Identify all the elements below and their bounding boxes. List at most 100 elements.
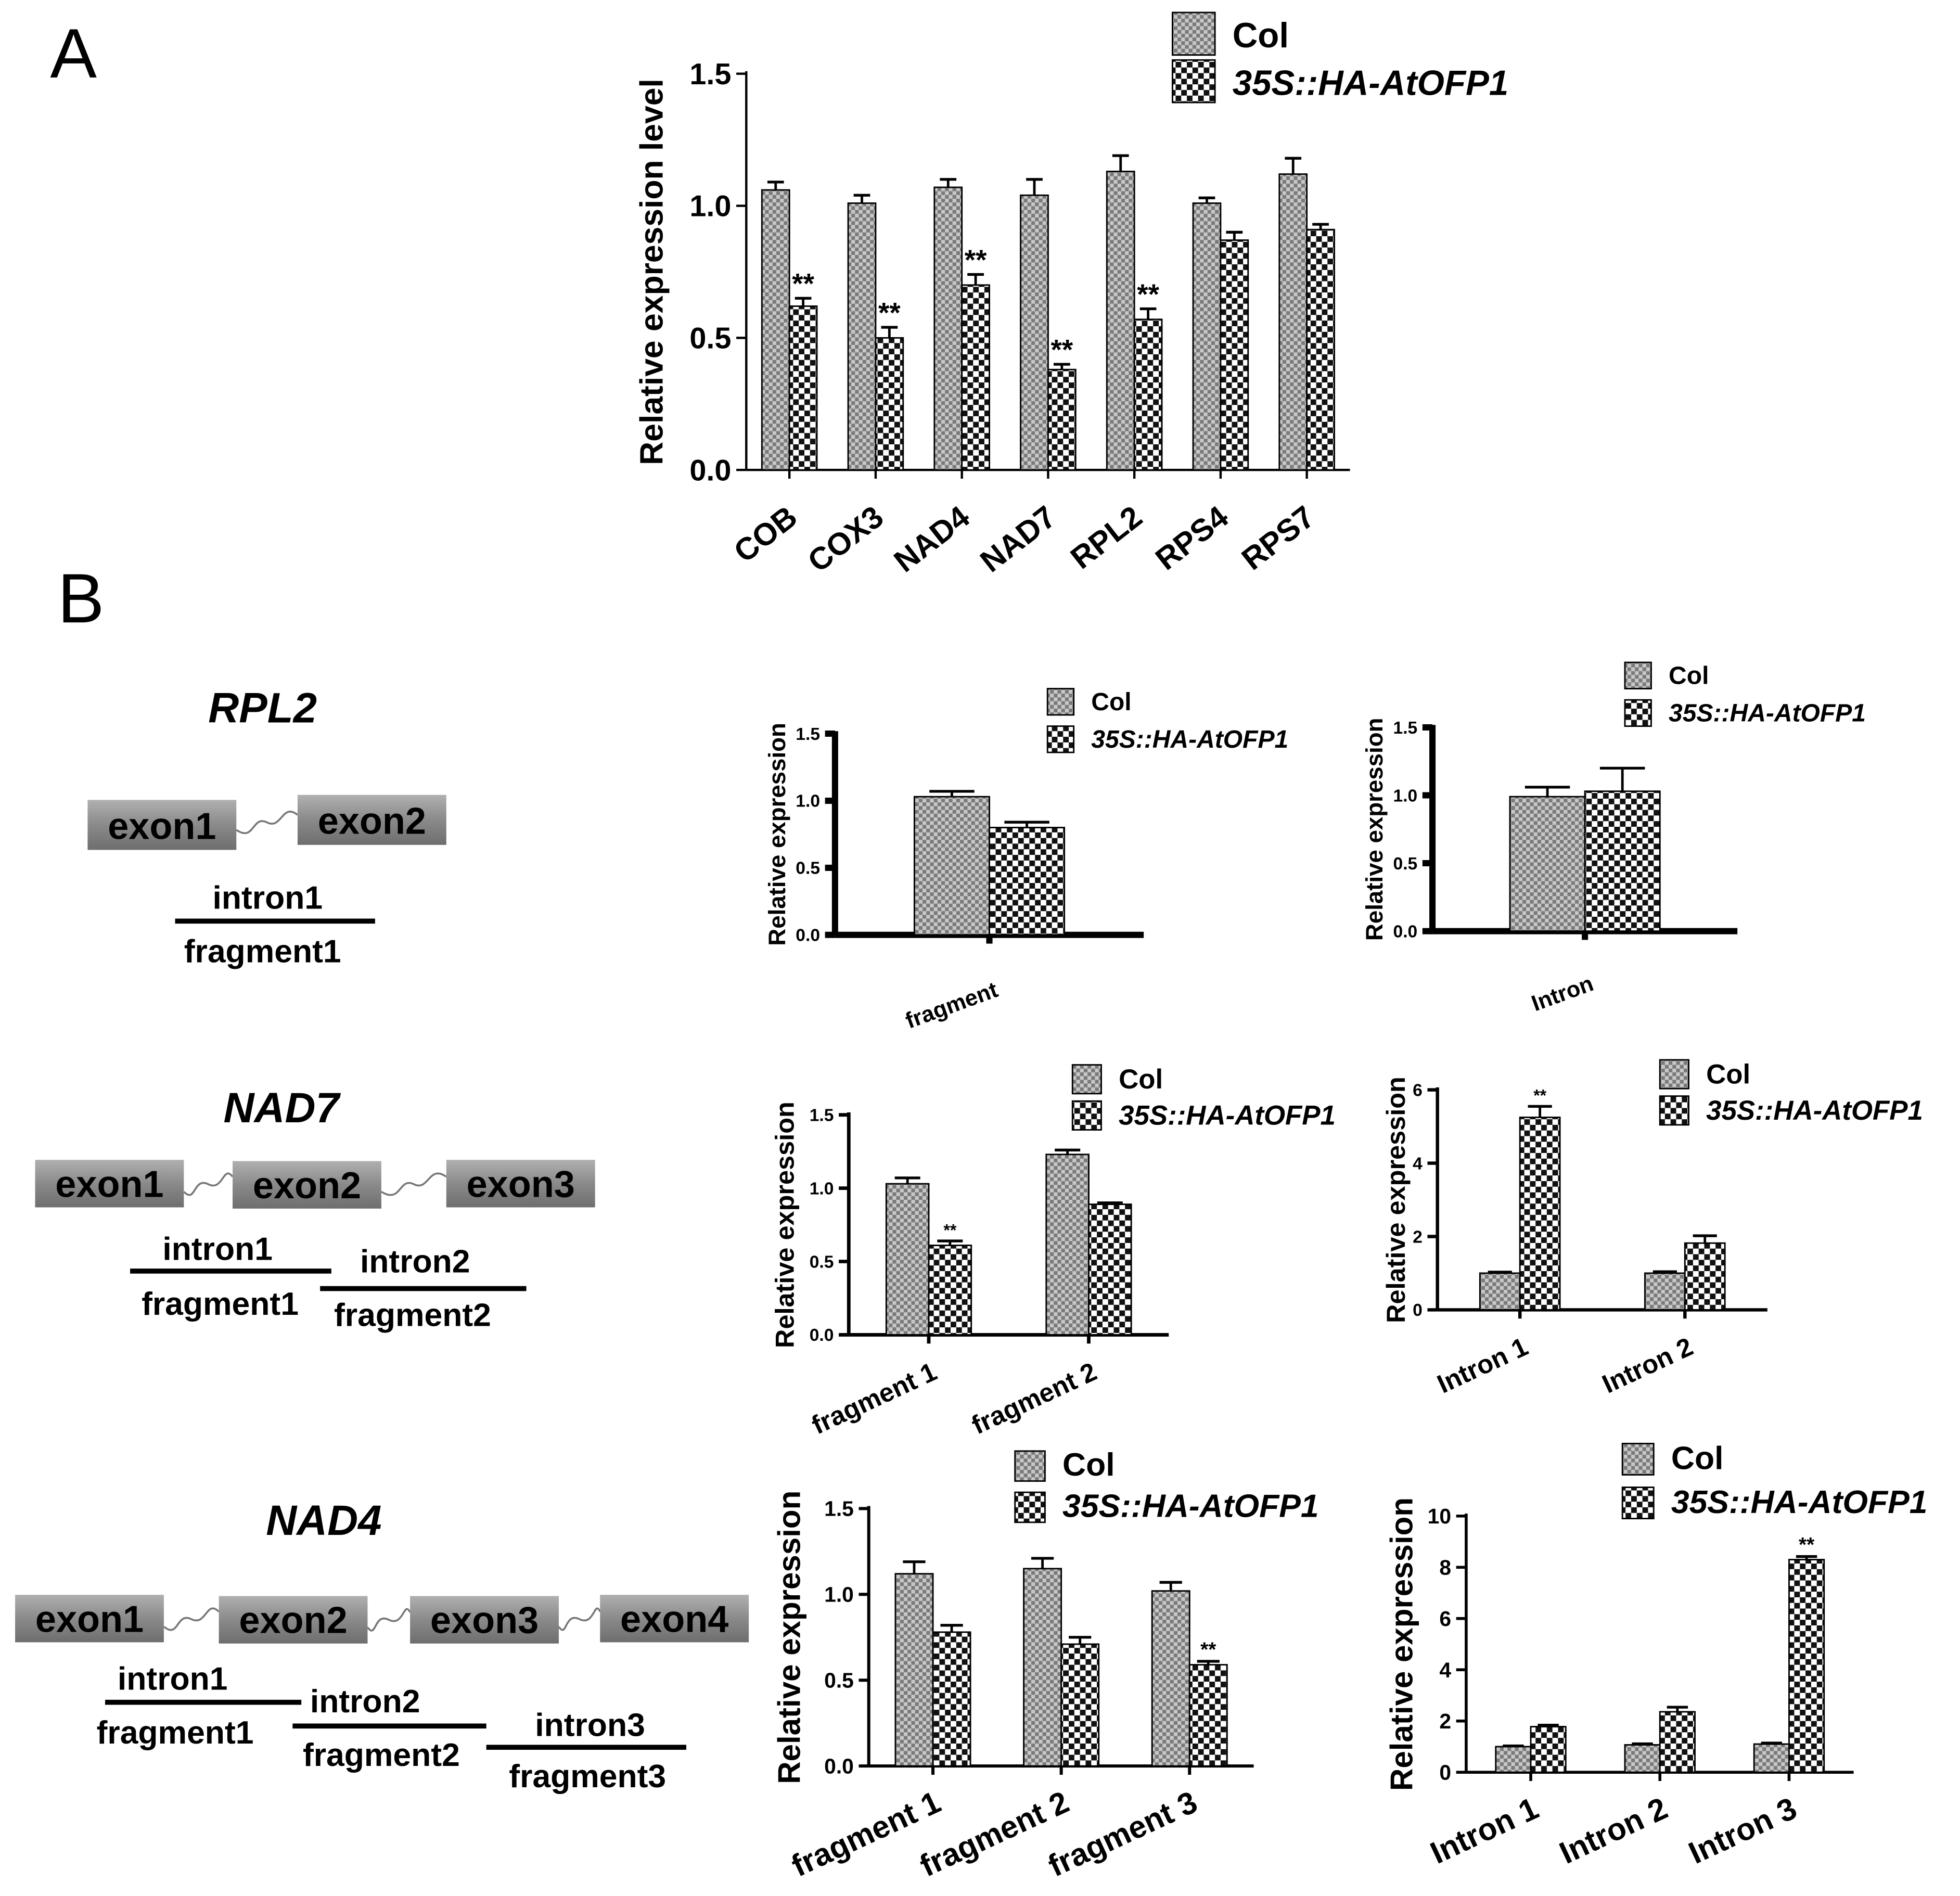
fragment-label: fragment2 [334,1297,491,1334]
significance-label: ** [878,296,901,328]
y-axis-label: Relative expression [764,723,790,946]
legend-label-col: Col [1119,1064,1163,1095]
exon-box [87,800,237,850]
intron-connector [236,811,299,835]
y-tick-label: 1.0 [796,792,820,811]
x-tick-label-fragment-2: fragment 2 [967,1356,1101,1440]
legend-swatch-col [1014,1450,1046,1482]
intron-connector [183,1172,234,1196]
y-tick-label: 1.5 [810,1106,834,1125]
y-tick-label: 0.0 [824,1754,854,1778]
y-axis-label: Relative expression [770,1101,800,1348]
bar-35s-ha-atofp1-nad7 [1047,368,1077,471]
x-tick-label-nad7: NAD7 [974,499,1062,579]
significance-label: ** [965,244,987,276]
bar-col-fragment-2 [1023,1568,1062,1767]
legend-swatch-col [1659,1059,1689,1090]
bar-35s-ha-atofp1-cob [788,305,818,471]
bar-35s-ha-atofp1-fragment-2 [1088,1203,1132,1336]
y-tick-label: 10 [1428,1504,1451,1528]
intron-connector [558,1607,601,1631]
legend-label-35s-ha-atofp1: 35S::HA-AtOFP1 [1669,700,1866,727]
x-tick-label-intron-1: Intron 1 [1425,1790,1544,1871]
x-tick-label-fragment: fragment [902,977,1001,1033]
bar-35s-ha-atofp1-fragment-2 [1060,1643,1100,1767]
intron-label: intron1 [213,879,323,916]
x-tick-label-intron-1: Intron 1 [1432,1331,1532,1399]
chart-nad7-fragment: 0.0 0.5 1.0 1.5 Relative expression ** fragmen… [770,1064,1336,1440]
bar-col-intron-1 [1479,1272,1521,1311]
bar-35s-ha-atofp1-nad4 [961,284,990,471]
y-tick-label: 6 [1439,1607,1451,1631]
bar-col-fragment-1 [885,1183,930,1336]
y-tick-label: 6 [1413,1081,1423,1100]
y-tick-label: 1.0 [1393,786,1418,805]
y-axis-label: Relative expression level [633,79,670,465]
y-axis-label: Relative expression [1385,1497,1419,1791]
y-tick-label: 0.5 [1393,854,1418,874]
x-tick-label-cob: COB [727,499,803,569]
y-tick-label: 0.5 [796,859,820,878]
significance-label: ** [1137,278,1159,310]
bar-35s-ha-atofp1-rps4 [1220,239,1249,471]
exon-label: exon1 [55,1163,163,1205]
bar-35s-ha-atofp1-fragment-1 [928,1245,972,1336]
legend-label-35s-ha-atofp1: 35S::HA-AtOFP1 [1706,1095,1923,1126]
fragment-label: fragment1 [97,1714,254,1751]
legend-swatch-col [1071,1064,1102,1095]
y-tick-label: 2 [1413,1227,1423,1247]
bar-35s-ha-atofp1-intron-1 [1519,1117,1561,1311]
bar-col-intron-2 [1624,1744,1661,1773]
legend-swatch-col [1046,688,1075,716]
y-tick-label: 0 [1439,1760,1451,1784]
exon-label: exon4 [620,1598,728,1640]
intron-connector [163,1607,220,1631]
x-tick-label-nad4: NAD4 [888,499,977,579]
legend-swatch-col [1624,661,1652,690]
exon-box [219,1596,368,1644]
schematic-nad7: NAD7 exon1 exon2 exon3 intron1 intron2 fragmen… [35,1084,595,1334]
schematic-nad4: NAD4 exon1 exon2 exon3 exon4 intron1 intron2 in… [15,1497,749,1795]
y-tick-label: 0.0 [810,1326,834,1345]
bar-col-cob [761,189,790,471]
fragment-label: fragment3 [509,1758,666,1795]
bar-col-intron-1 [1495,1746,1532,1773]
x-tick-label-intron-3: Intron 3 [1683,1790,1802,1871]
bar-col-nad4 [933,186,963,471]
exon-box [446,1160,595,1208]
bar-35s-ha-atofp1-fragment-1 [932,1631,971,1767]
significance-label: ** [943,1221,956,1239]
x-tick-label-cox3: COX3 [801,499,890,579]
legend-swatch-col [1621,1442,1655,1476]
exon-box [297,795,446,845]
x-tick-label-fragment-2: fragment 2 [915,1784,1074,1883]
exon-box [410,1596,559,1644]
bar-35s-ha-atofp1-intron-2 [1659,1711,1696,1773]
bar-col-rps7 [1278,173,1308,471]
bar-35s-ha-atofp1-rps7 [1306,228,1335,471]
intron-connector [366,1608,411,1632]
exon-box [600,1595,749,1643]
y-tick-label: 0 [1413,1301,1423,1320]
legend-label-35s-ha-atofp1: 35S::HA-AtOFP1 [1119,1100,1336,1131]
significance-label: ** [1533,1086,1546,1105]
exon-box [35,1160,184,1208]
chart-rpl2-intron: 0.0 0.5 1.0 1.5 Relative expression Intron Col… [1361,661,1866,1016]
x-tick-label-rps7: RPS7 [1235,499,1321,577]
legend-label-35s-ha-atofp1: 35S::HA-AtOFP1 [1091,726,1288,753]
exon-label: exon3 [467,1163,575,1205]
bar-col-intron-3 [1753,1743,1790,1773]
y-tick-label: 4 [1413,1154,1423,1173]
bar-col-fragment [913,796,990,936]
exon-label: exon1 [108,805,216,847]
exon-label: exon2 [318,801,426,842]
exon-label: exon1 [35,1598,144,1640]
bar-35s-ha-atofp1-fragment [989,827,1066,936]
intron-label: intron2 [360,1243,470,1279]
y-axis-label: Relative expression [1361,718,1388,941]
chart-a-relative-expression-level: 0.0 0.5 1.0 1.5 Relative expression level ** C… [633,11,1508,579]
bar-col-fragment-3 [1151,1590,1190,1767]
